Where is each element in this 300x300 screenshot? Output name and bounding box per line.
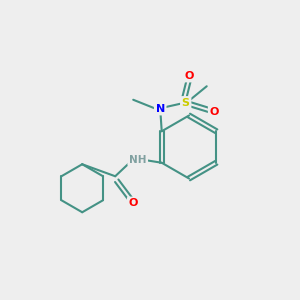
Text: NH: NH	[129, 155, 146, 165]
Text: N: N	[156, 104, 165, 114]
Text: O: O	[209, 107, 219, 117]
Text: O: O	[128, 198, 138, 208]
Text: S: S	[182, 98, 190, 108]
Text: O: O	[184, 71, 194, 81]
